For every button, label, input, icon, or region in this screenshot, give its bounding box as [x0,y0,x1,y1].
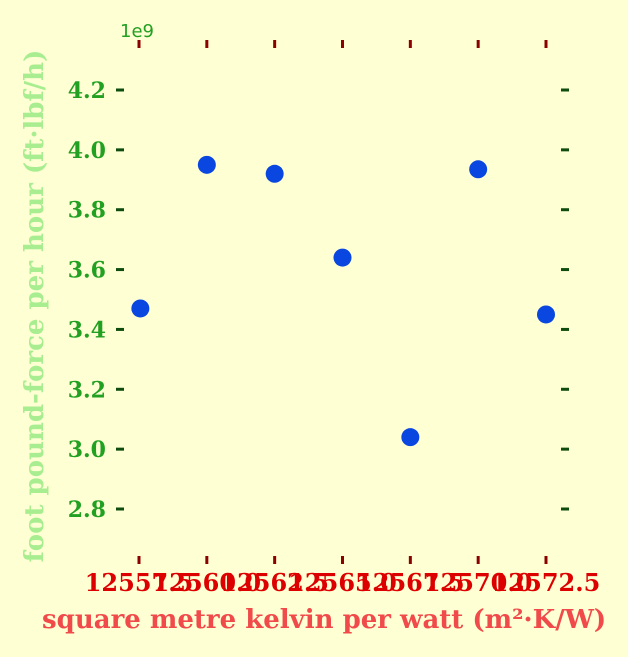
data-point [333,248,352,267]
y-axis-label: foot pound-force per hour (ft·lbf/h) [20,50,50,563]
y-tick-label: 3.6 [68,258,106,284]
data-point [197,155,216,174]
x-tick-label: 12560.0 [153,568,262,597]
x-axis-label: square metre kelvin per watt (m²·K/W) [42,605,606,635]
x-ticks-bottom [137,556,548,564]
data-point [131,299,150,318]
y-ticks-left [116,88,124,511]
y-offset-label: 1e9 [120,21,154,42]
data-point [469,160,488,179]
data-point [401,428,420,447]
x-tick-labels: 12557.512560.012562.512565.012567.512570… [85,568,601,597]
x-tick-label: 12565.0 [288,568,397,597]
y-tick-labels: 2.8 3.0 3.2 3.4 3.6 3.8 4.0 4.2 [68,78,106,523]
y-tick-label: 3.4 [68,317,106,343]
x-tick-label: 12570.0 [424,568,533,597]
x-ticks-top [137,40,548,48]
y-tick-label: 4.0 [68,138,106,164]
x-tick-label: 12572.5 [492,568,601,597]
data-points [131,155,555,447]
y-ticks-right [561,88,569,511]
y-tick-label: 2.8 [68,497,106,523]
y-tick-label: 3.0 [68,437,106,463]
data-point [537,305,555,324]
data-point [265,164,284,183]
x-tick-label: 12567.5 [356,568,465,597]
y-tick-label: 3.8 [68,198,106,224]
y-tick-label: 4.2 [68,78,106,104]
y-tick-label: 3.2 [68,377,106,403]
x-tick-label: 12562.5 [220,568,329,597]
x-tick-label: 12557.5 [85,568,194,597]
